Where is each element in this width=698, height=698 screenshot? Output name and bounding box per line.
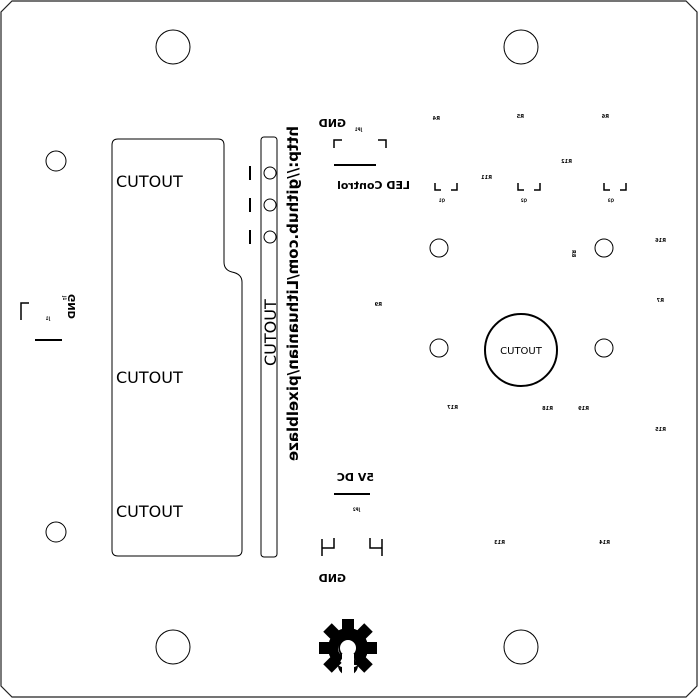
designator-r6: R6 [601,114,609,120]
designator-r8: R8 [570,250,576,258]
led-connector-bracket-left [333,139,342,148]
main-cutout-outline [111,138,243,557]
round-cutout [484,313,558,387]
led-hole-2 [263,198,277,212]
open-source-hardware-gear-icon [319,619,377,676]
designator-q2: Q2 [521,198,527,203]
designator-r17: R17 [447,405,458,411]
designator-q3: Q3 [608,198,614,203]
designator-r9: R9 [374,302,382,308]
led-hole-1 [263,166,277,180]
left-connector-bracket [20,302,29,320]
power-bracket-left [321,538,335,556]
small-hole-center-right-bottom [594,338,614,358]
designator-r16: R16 [655,238,666,244]
small-hole-center-right-top [594,238,614,258]
power-ref-label: JP2 [353,507,361,512]
mounting-hole-top-left [155,29,191,65]
designator-r15: R15 [655,427,666,433]
designator-r11: R11 [481,175,492,181]
small-hole-center-left-bottom [429,338,449,358]
left-connector: GND J1 J1 [20,294,78,341]
designator-r18: R18 [542,406,553,412]
led-ref-label: JP1 [355,127,363,132]
led-hole-3 [263,230,277,244]
mounting-hole-bottom-left [155,629,191,665]
left-gnd-label: GND [67,294,78,319]
round-cutout-label: CUTOUT [500,346,543,357]
mounting-hole-bottom-right [503,629,539,665]
designator-r7: R7 [656,298,664,304]
small-hole-left-bottom [45,521,67,543]
led-control-connector: GND JP1 LED Control [319,117,410,192]
left-ref-label: J1 [62,295,67,300]
power-label: 5V DC [337,471,374,484]
transistor-footprints [434,183,627,191]
component-designators: R4 R5 R6 R12 R11 Q1 Q2 Q3 R16 R8 R9 R7 R… [374,114,666,546]
mounting-holes [45,29,614,665]
power-gnd-label: GND [319,572,346,585]
cutout-label-bottom: CUTOUT [116,502,183,521]
cutout-label-middle: CUTOUT [116,368,183,387]
designator-r14: R14 [599,540,610,546]
designator-q1: Q1 [439,198,445,203]
power-connector: 5V DC JP2 GND [319,471,383,585]
vertical-slot-label: CUTOUT [261,299,280,366]
designator-r12: R12 [561,159,572,165]
cutout-label-top: CUTOUT [116,172,183,191]
small-hole-center-left-top [429,238,449,258]
vertical-slot-cutout [260,136,278,558]
designator-r19: R19 [578,406,589,412]
mounting-hole-top-right [503,29,539,65]
left-ref-label-2: J1 [46,316,51,321]
designator-r5: R5 [516,114,524,120]
led-connector-bracket-right [378,139,387,148]
designator-r13: R13 [494,540,505,546]
designator-r4: R4 [432,116,440,122]
small-hole-left-top [45,150,67,172]
led-gnd-label: GND [319,117,346,130]
led-control-label: LED Control [337,179,410,192]
project-url-text: http://github.com/Lithuanian/pixelblaze [284,126,302,461]
power-bracket-right [369,538,383,556]
